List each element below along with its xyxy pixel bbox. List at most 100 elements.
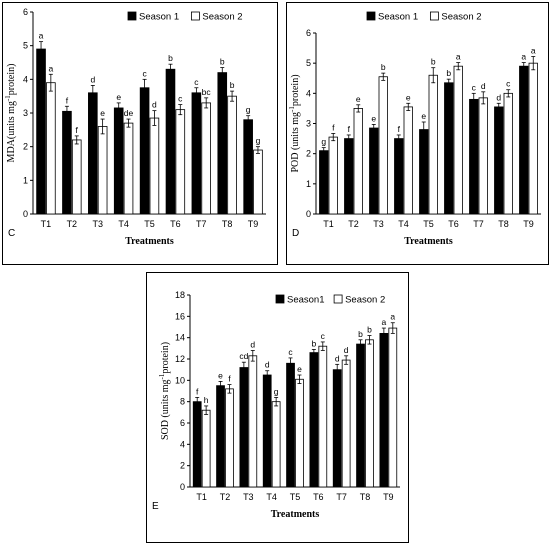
y-tick-label: 6 — [180, 418, 185, 428]
legend-label-season1: Season1 — [287, 295, 325, 306]
x-tick-label-T9: T9 — [248, 219, 259, 229]
bar-E-T2-season1 — [216, 385, 225, 488]
significance-letter: a — [456, 52, 461, 62]
y-tick-label: 4 — [23, 74, 28, 84]
bar-C-T5-season1 — [139, 87, 150, 215]
bar-E-T4-season2 — [271, 401, 281, 488]
significance-letter: b — [367, 325, 372, 335]
legend-swatch-season2 — [333, 294, 343, 304]
bar-E-T2-season2 — [225, 388, 234, 488]
bar-C-T2-season1 — [62, 110, 72, 215]
bar-C-T3-season2 — [97, 126, 108, 215]
bar-D-T3-season2 — [378, 76, 388, 215]
bar-D-T5-season1 — [419, 129, 429, 215]
x-axis-title: Treatments — [125, 236, 174, 247]
significance-letter: b — [168, 53, 173, 63]
significance-letter: e — [371, 113, 376, 123]
bar-E-T8-season1 — [356, 343, 365, 488]
significance-letter: e — [421, 111, 426, 121]
panel-frame — [286, 2, 549, 265]
significance-letter: b — [220, 57, 225, 67]
bar-E-T3-season1 — [239, 367, 249, 488]
y-tick-label: 0 — [306, 209, 311, 219]
significance-letter: cd — [239, 351, 248, 361]
bar-D-T1-season2 — [328, 136, 338, 215]
x-tick-label-T7: T7 — [473, 219, 484, 229]
bar-C-T9-season2 — [253, 149, 263, 215]
bar-D-T6-season1 — [444, 82, 454, 215]
bar-E-T5-season2 — [295, 378, 304, 488]
panel-frame — [2, 2, 278, 265]
legend-label-season1: Season 1 — [378, 12, 418, 23]
significance-letter: e — [218, 370, 223, 380]
x-tick-label-T2: T2 — [220, 492, 231, 502]
significance-letter: f — [66, 95, 69, 105]
bar-C-T1-season2 — [46, 82, 56, 215]
bar-D-T6-season2 — [453, 65, 463, 215]
bar-D-T7-season2 — [478, 97, 488, 215]
x-tick-label-T5: T5 — [144, 219, 155, 229]
y-axis-label: SOD (units mg-1protein) — [158, 342, 171, 440]
significance-letter: b — [311, 338, 316, 348]
y-tick-label: 4 — [180, 439, 185, 449]
x-tick-label-T1: T1 — [323, 219, 334, 229]
bar-D-T9-season1 — [519, 65, 529, 215]
significance-letter: c — [194, 77, 199, 87]
y-tick-label: 1 — [23, 175, 28, 185]
significance-letter: d — [481, 81, 486, 91]
y-tick-label: 1 — [306, 179, 311, 189]
x-tick-label-T1: T1 — [196, 492, 207, 502]
significance-letter: d — [265, 360, 270, 370]
x-tick-label-T8: T8 — [222, 219, 233, 229]
x-tick-label-T3: T3 — [92, 219, 103, 229]
y-tick-label: 0 — [180, 482, 185, 492]
legend-swatch-season2 — [429, 11, 439, 21]
bar-C-T4-season2 — [123, 122, 134, 215]
bar-D-T5-season2 — [428, 74, 438, 215]
significance-letter: e — [406, 92, 411, 102]
significance-letter: g — [256, 136, 261, 146]
panel-frame — [146, 272, 409, 543]
legend: Season 1 Season 2 — [127, 11, 243, 23]
significance-letter: e — [356, 94, 361, 104]
significance-letter: c — [506, 79, 511, 89]
bar-E-T6-season2 — [318, 345, 328, 488]
legend: Season 1 Season 2 — [366, 11, 482, 23]
bar-E-T3-season2 — [248, 355, 258, 488]
significance-letter: f — [76, 125, 79, 135]
significance-letter: b — [358, 329, 363, 339]
significance-letter: f — [398, 124, 401, 134]
x-axis-title: Treatments — [404, 236, 453, 247]
x-tick-label-T5: T5 — [423, 219, 434, 229]
significance-letter: de — [124, 108, 134, 118]
x-tick-label-T6: T6 — [448, 219, 459, 229]
bar-C-T8-season2 — [227, 95, 237, 215]
x-tick-label-T1: T1 — [41, 219, 52, 229]
y-tick-label: 5 — [306, 58, 311, 68]
bar-E-T4-season1 — [262, 374, 272, 488]
legend-label-season1: Season 1 — [139, 12, 179, 23]
legend-swatch-season1 — [127, 11, 137, 21]
bar-D-T8-season1 — [494, 106, 504, 215]
significance-letter: e — [100, 108, 105, 118]
bar-E-T1-season1 — [192, 401, 202, 488]
significance-letter: g — [246, 105, 251, 115]
significance-letter: d — [250, 339, 255, 349]
significance-letter: e — [297, 364, 302, 374]
legend-label-season2: Season 2 — [441, 12, 481, 23]
bar-D-T7-season1 — [469, 98, 479, 215]
panel-letter: C — [8, 228, 15, 239]
bar-D-T8-season2 — [503, 92, 513, 215]
bar-C-T5-season2 — [149, 117, 160, 215]
x-tick-label-T3: T3 — [373, 219, 384, 229]
significance-letter: bc — [202, 87, 212, 97]
y-tick-label: 14 — [175, 333, 185, 343]
y-tick-label: 6 — [23, 7, 28, 17]
bar-E-T1-season2 — [201, 409, 211, 488]
significance-letter: a — [381, 317, 386, 327]
significance-letter: c — [321, 331, 326, 341]
bar-E-T5-season1 — [286, 362, 295, 488]
bar-C-T9-season1 — [243, 119, 253, 215]
